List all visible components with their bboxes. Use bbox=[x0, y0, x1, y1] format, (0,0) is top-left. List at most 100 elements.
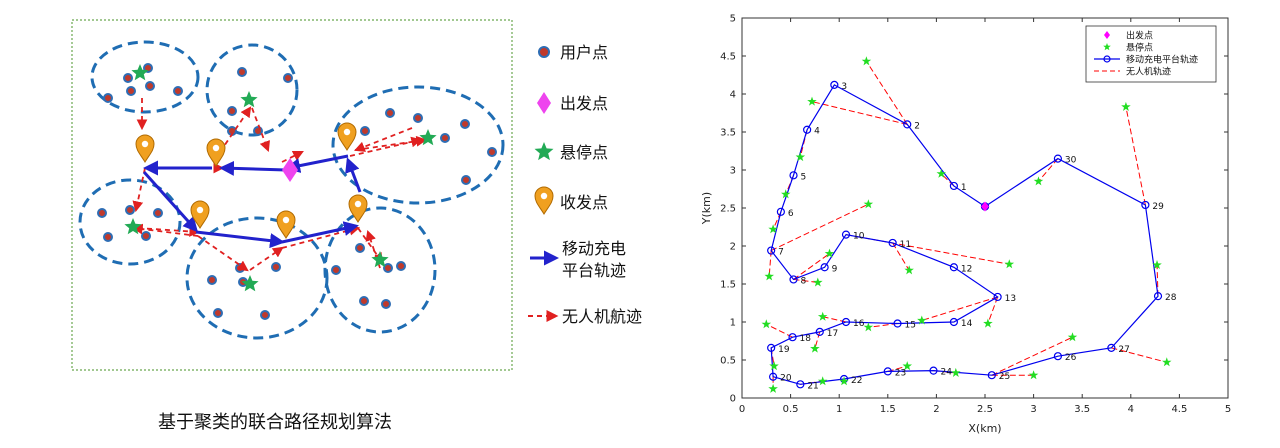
user-point bbox=[461, 175, 471, 185]
platform-stop bbox=[1141, 200, 1150, 210]
platform-stop bbox=[789, 171, 798, 180]
drone-segment bbox=[865, 61, 908, 125]
user-point bbox=[123, 73, 133, 83]
clustering-diagram: 用户点 出发点 悬停点 收发点 移动充电 平台轨迹 无人机航迹 bbox=[71, 19, 642, 371]
hover-star-point bbox=[1033, 176, 1044, 186]
user-point bbox=[283, 73, 293, 83]
platform-stop bbox=[949, 263, 958, 272]
user-point bbox=[103, 93, 113, 103]
platform-stop bbox=[776, 207, 785, 216]
hover-star-point bbox=[1067, 332, 1078, 342]
stop-label: 18 bbox=[800, 334, 812, 344]
drone-segment bbox=[768, 250, 772, 277]
cluster-ellipse bbox=[185, 216, 329, 340]
platform-stop bbox=[883, 367, 892, 376]
hover-star-point bbox=[1028, 370, 1039, 380]
stop-label: 11 bbox=[900, 240, 911, 250]
platform-stop bbox=[1153, 292, 1163, 301]
stop-label: 13 bbox=[1005, 294, 1016, 304]
stop-label: 20 bbox=[780, 374, 792, 384]
cluster-ellipse bbox=[323, 206, 437, 334]
x-tick-label: 2 bbox=[933, 404, 939, 415]
cluster-ellipse bbox=[205, 43, 299, 137]
drone-arrow bbox=[132, 167, 146, 213]
stop-label: 27 bbox=[1118, 345, 1129, 355]
drone-segment bbox=[1038, 158, 1059, 182]
legend-transceiver-icon bbox=[534, 186, 554, 215]
diagram-frame bbox=[71, 19, 513, 371]
x-tick-label: 2.5 bbox=[977, 404, 993, 415]
stop-label: 16 bbox=[853, 319, 865, 329]
stop-label: 23 bbox=[895, 368, 906, 378]
stop-label: 7 bbox=[778, 248, 784, 258]
hover-stars bbox=[761, 56, 1172, 393]
user-point bbox=[125, 205, 135, 215]
platform-stop bbox=[987, 371, 996, 380]
drone-segment bbox=[766, 323, 793, 338]
user-point bbox=[143, 63, 153, 73]
hover-star bbox=[124, 218, 142, 235]
drone-segment bbox=[991, 336, 1073, 376]
user-point bbox=[413, 113, 423, 123]
stop-label: 24 bbox=[940, 368, 952, 378]
x-tick-label: 3 bbox=[1030, 404, 1036, 415]
cluster-regions bbox=[78, 40, 505, 340]
y-tick-label: 2.5 bbox=[720, 204, 736, 215]
hover-star-point bbox=[817, 311, 828, 321]
transceiver-pin bbox=[276, 210, 296, 239]
user-point bbox=[331, 265, 341, 275]
hover-star-point bbox=[1121, 101, 1131, 111]
hover-star-point bbox=[917, 315, 927, 325]
transceiver-pin bbox=[337, 122, 357, 151]
stop-label: 29 bbox=[1152, 202, 1164, 212]
user-point bbox=[227, 106, 237, 116]
hover-star-point bbox=[936, 168, 946, 178]
platform-stop bbox=[789, 275, 798, 284]
drone-segment bbox=[892, 242, 910, 271]
legend-start-icon bbox=[537, 92, 551, 114]
legend-drone-label: 无人机航迹 bbox=[562, 307, 642, 326]
platform-stop bbox=[815, 327, 824, 336]
platform-stop bbox=[893, 319, 902, 328]
legend-hover-icon bbox=[534, 142, 554, 161]
hover-star-point bbox=[983, 318, 993, 328]
legend-platform-line2: 平台轨迹 bbox=[562, 261, 626, 280]
legend-hover-label: 悬停点 bbox=[560, 143, 608, 162]
transceiver-pin bbox=[348, 194, 368, 223]
hover-star-point bbox=[781, 189, 791, 199]
hover-star-point bbox=[810, 343, 820, 353]
cluster-ellipse bbox=[90, 40, 200, 114]
platform-arrow bbox=[219, 160, 287, 176]
drone-arrow bbox=[249, 246, 284, 271]
stop-label: 4 bbox=[814, 127, 820, 137]
hover-star-point bbox=[813, 277, 823, 287]
plot-legend-label: 出发点 bbox=[1126, 30, 1153, 42]
platform-stop bbox=[830, 80, 839, 89]
cluster-ellipse bbox=[331, 85, 505, 205]
platform-arrow bbox=[285, 154, 349, 174]
y-tick-label: 2 bbox=[730, 242, 736, 253]
platform-arrow bbox=[345, 157, 362, 193]
hover-star-point bbox=[768, 383, 778, 393]
stop-label: 6 bbox=[788, 209, 794, 219]
user-point bbox=[460, 119, 470, 129]
drone-arrow bbox=[365, 229, 381, 269]
platform-stop bbox=[796, 380, 805, 389]
platform-stop bbox=[949, 181, 958, 191]
platform-line bbox=[770, 84, 1159, 385]
transceiver-pin bbox=[135, 134, 155, 163]
hover-star-point bbox=[795, 152, 806, 162]
drone-segment bbox=[814, 331, 821, 349]
hover-star-point bbox=[769, 361, 779, 371]
legend-user-icon bbox=[538, 46, 550, 58]
platform-stop bbox=[767, 343, 776, 352]
y-tick-label: 4 bbox=[730, 90, 736, 101]
x-axis-label: X(km) bbox=[968, 422, 1001, 435]
platform-stop bbox=[1107, 343, 1116, 352]
start-marker bbox=[981, 201, 989, 212]
hover-star-point bbox=[839, 376, 849, 386]
user-point bbox=[126, 86, 136, 96]
platform-stop bbox=[993, 292, 1002, 302]
platform-stop bbox=[949, 317, 958, 327]
user-point bbox=[381, 299, 391, 309]
